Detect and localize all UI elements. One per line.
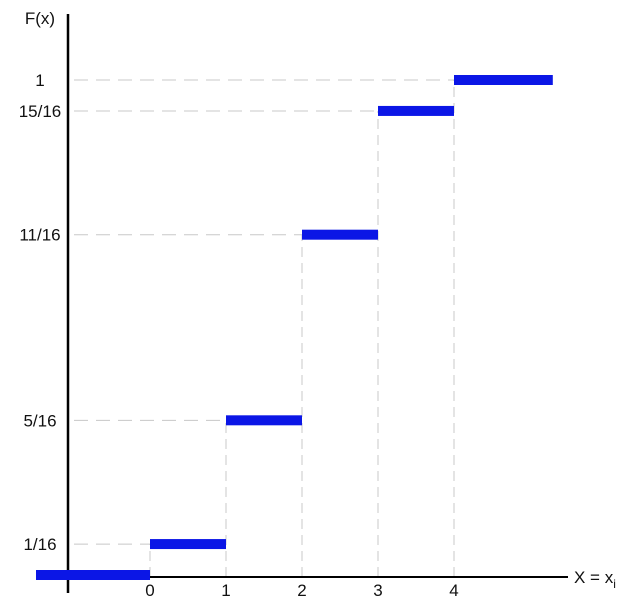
tick-labels: 0 1 2 3 4 1/16 5/16 11/16 15/16 1 [19, 71, 459, 600]
x-axis-title-subscript: i [613, 577, 616, 591]
x-tick-label: 0 [145, 581, 154, 597]
axes [66, 14, 568, 593]
step-segment [36, 570, 150, 580]
y-tick-label: 1/16 [23, 535, 56, 554]
step-segment [226, 415, 302, 426]
y-tick-label: 11/16 [19, 226, 60, 245]
guide-lines [74, 79, 455, 577]
y-tick-label: 15/16 [19, 102, 62, 121]
y-axis-title: F(x) [25, 9, 55, 28]
step-segment [150, 539, 226, 550]
step-segment [302, 229, 378, 240]
x-tick-label: 3 [373, 581, 382, 597]
y-tick-label: 5/16 [23, 411, 56, 430]
step-segment [454, 75, 553, 85]
x-tick-label: 4 [449, 581, 458, 597]
x-tick-label: 2 [297, 581, 306, 597]
step-segments [36, 75, 553, 580]
x-tick-label: 1 [221, 581, 230, 597]
step-segment [378, 105, 454, 116]
x-axis-title-main: X = x [574, 568, 614, 587]
x-axis-title: X = xi [574, 568, 616, 591]
y-tick-label: 1 [35, 71, 44, 90]
